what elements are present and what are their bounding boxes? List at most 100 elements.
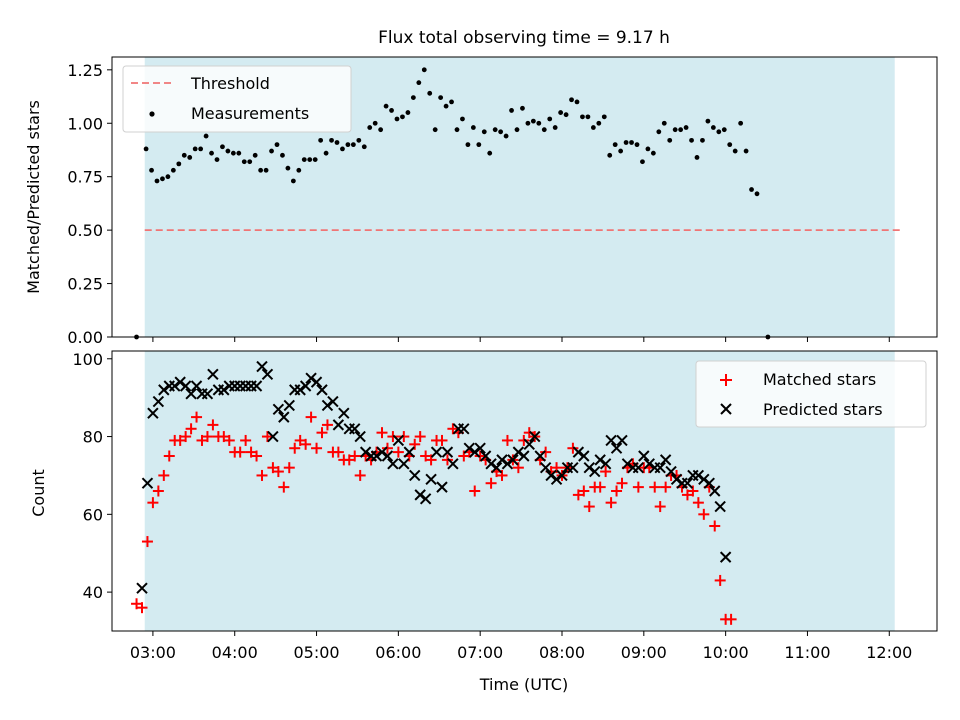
predicted-star-point	[185, 388, 197, 400]
measurement-point	[732, 148, 738, 154]
measurement-point	[596, 120, 602, 126]
measurement-point	[667, 137, 673, 143]
matched-star-point	[398, 431, 410, 443]
predicted-star-point	[409, 469, 421, 482]
measurement-point	[481, 129, 487, 135]
predicted-star-point	[141, 477, 154, 489]
x-tick-label: 10:00	[703, 643, 749, 662]
measurement-point	[612, 142, 618, 148]
legend-measurements-label: Measurements	[191, 104, 309, 123]
measurement-point	[389, 108, 394, 113]
measurement-point	[580, 114, 585, 120]
measurement-point	[203, 133, 209, 139]
measurement-point	[558, 110, 564, 115]
matched-star-point	[567, 442, 579, 454]
matched-star-point	[583, 501, 595, 513]
measurement-point	[285, 165, 291, 171]
matched-star-point	[201, 431, 213, 443]
ratio-y-tick-label: 0.75	[67, 168, 103, 187]
x-tick-label: 07:00	[457, 643, 503, 662]
x-tick-label: 04:00	[212, 643, 258, 662]
measurement-point	[361, 144, 367, 150]
measurement-point	[209, 150, 214, 156]
predicted-star-point	[572, 446, 585, 458]
predicted-star-point	[599, 458, 612, 470]
measurement-point	[470, 125, 476, 130]
matched-star-point	[578, 485, 590, 497]
measurement-point	[618, 148, 624, 154]
matched-star-point	[283, 462, 295, 474]
predicted-star-point	[594, 454, 606, 466]
count-y-ticks: 40 60 80 100	[72, 350, 112, 602]
predicted-star-point	[605, 434, 617, 447]
ratio-y-tick-label: 1.25	[67, 61, 103, 80]
predicted-star-point	[359, 446, 372, 458]
measurement-point	[590, 125, 596, 130]
predicted-points	[136, 360, 732, 594]
measurement-point	[694, 155, 700, 160]
matched-star-point	[261, 431, 273, 443]
matched-star-point	[136, 602, 148, 614]
predicted-star-point	[501, 458, 514, 470]
measurement-point	[421, 67, 427, 73]
measurement-point	[160, 176, 165, 182]
count-y-tick-label: 80	[83, 428, 103, 447]
predicted-star-point	[278, 411, 290, 423]
x-axis-label: Time (UTC)	[479, 675, 568, 694]
predicted-star-point	[556, 469, 568, 482]
measurement-point	[405, 110, 411, 115]
predicted-star-point	[392, 434, 405, 447]
ratio-panel: Flux total observing time = 9.17 h 0.000…	[24, 28, 938, 347]
predicted-star-point	[583, 461, 595, 474]
matched-star-point	[698, 508, 710, 520]
measurement-point	[661, 120, 667, 126]
predicted-star-point	[179, 380, 192, 392]
measurement-point	[672, 127, 678, 133]
measurement-point	[236, 150, 242, 156]
predicted-star-point	[479, 450, 492, 462]
measurement-point	[738, 120, 744, 126]
matched-star-point	[469, 485, 481, 497]
predicted-star-point	[283, 399, 295, 412]
measurement-point	[503, 133, 509, 139]
measurement-point	[192, 146, 198, 152]
predicted-star-point	[458, 423, 470, 435]
matched-star-point	[321, 419, 333, 431]
measurement-point	[705, 118, 711, 124]
predicted-star-point	[507, 454, 519, 466]
predicted-star-point	[414, 489, 426, 501]
predicted-star-point	[349, 423, 361, 435]
ratio-x-ticks	[152, 337, 890, 342]
legend-matched-swatch	[720, 374, 732, 386]
ratio-y-axis-label: Matched/Predicted stars	[24, 100, 43, 294]
matched-star-point	[725, 613, 737, 625]
matched-star-point	[709, 520, 721, 532]
predicted-star-point	[354, 430, 366, 443]
measurement-point	[220, 144, 225, 150]
predicted-star-point	[643, 458, 655, 470]
measurement-point	[225, 148, 231, 154]
measurement-point	[727, 142, 733, 148]
matched-star-point	[278, 481, 290, 493]
predicted-star-point	[398, 458, 410, 470]
measurement-point	[552, 125, 558, 130]
measurement-point	[230, 150, 236, 156]
measurement-point	[574, 99, 580, 105]
measurement-point	[645, 146, 651, 152]
measurement-point	[678, 127, 684, 133]
matched-star-point	[289, 442, 301, 454]
matched-star-point	[256, 469, 268, 481]
matched-star-point	[600, 466, 612, 478]
predicted-star-point	[692, 469, 705, 482]
predicted-star-point	[670, 473, 683, 486]
legend-measurements-swatch	[149, 111, 155, 117]
predicted-star-point	[387, 458, 399, 470]
matched-star-point	[207, 419, 219, 431]
predicted-star-point	[469, 446, 481, 458]
predicted-star-point	[381, 450, 394, 462]
predicted-star-point	[719, 551, 732, 563]
measurement-point	[520, 105, 525, 111]
measurement-point	[301, 157, 307, 162]
ratio-y-tick-label: 0.00	[67, 328, 103, 347]
predicted-star-point	[158, 384, 170, 396]
